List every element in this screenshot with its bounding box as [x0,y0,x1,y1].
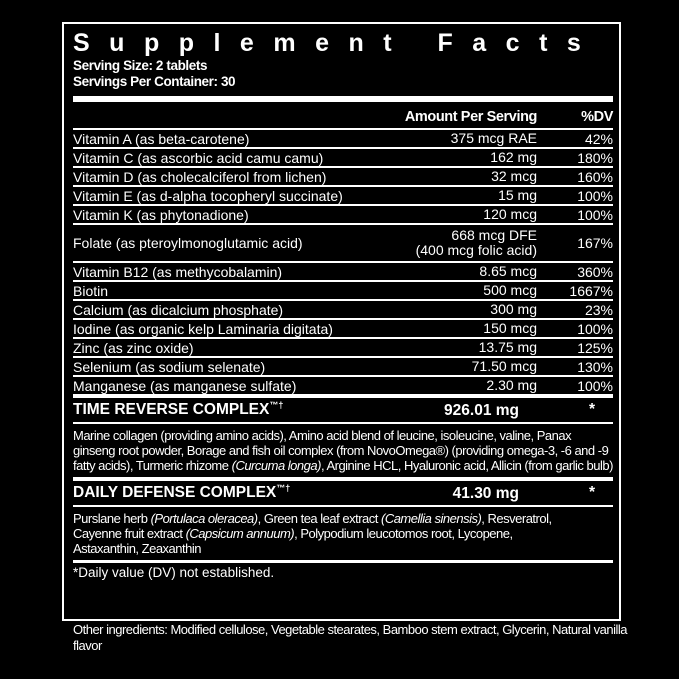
complex-name: DAILY DEFENSE COMPLEX [73,484,277,502]
nutrient-row: Vitamin K (as phytonadione) 120 mcg 100% [73,204,613,223]
nutrient-amount: 120 mcg [483,206,537,222]
complex-dv: * [588,484,595,501]
nutrient-dv: 160% [577,168,613,185]
nutrient-row: Calcium (as dicalcium phosphate) 300 mg 23… [73,299,613,318]
nutrient-dv: 100% [577,377,613,394]
nutrient-row: Vitamin D (as cholecalciferol from liche… [73,166,613,185]
nutrient-name: Vitamin D (as cholecalciferol from liche… [73,168,327,185]
nutrient-row: Biotin 500 mcg 1667% [73,280,613,299]
nutrient-amount: 13.75 mg [478,339,537,355]
time-reverse-ingredients: Marine collagen (providing amino acids),… [73,428,613,473]
divider [73,505,613,507]
daily-defense-ingredients: Purslane herb (Portulaca oleracea), Gree… [73,511,552,556]
nutrient-name: Vitamin A (as beta-carotene) [73,130,250,147]
nutrient-name: Biotin [73,282,109,299]
nutrient-row: Folate (as pteroylmonoglutamic acid) 668 … [73,223,613,261]
nutrient-row: Selenium (as sodium selenate) 71.50 mcg 13… [73,356,613,375]
trademark-mark: ™† [269,400,284,411]
complex-amount: 926.01 mg [444,401,519,419]
daily-defense-complex-row: DAILY DEFENSE COMPLEX™† 41.30 mg * [73,481,613,505]
divider [73,560,613,563]
nutrient-name: Vitamin B12 (as methycobalamin) [73,263,283,280]
panel-title: Supplement Facts [73,29,601,57]
nutrient-row: Vitamin E (as d-alpha tocopheryl succina… [73,185,613,204]
divider [73,477,613,481]
nutrient-row: Vitamin A (as beta-carotene) 375 mcg RAE 4… [73,128,613,147]
nutrient-amount: 668 mcg DFE (400 mcg folic acid) [415,227,537,258]
nutrient-row: Vitamin C (as ascorbic acid camu camu) 16… [73,147,613,166]
nutrient-name: Zinc (as zinc oxide) [73,339,194,356]
nutrient-amount: 162 mg [490,149,537,165]
nutrient-dv: 180% [577,149,613,166]
trademark-mark: ™† [276,483,291,494]
nutrient-amount: 32 mcg [491,168,537,184]
nutrient-row: Manganese (as manganese sulfate) 2.30 mg 1… [73,375,613,394]
dv-header: %DV [581,109,613,125]
nutrient-row: Zinc (as zinc oxide) 13.75 mg 125% [73,337,613,356]
nutrient-amount: 15 mg [498,187,537,203]
nutrient-name: Vitamin C (as ascorbic acid camu camu) [73,149,324,166]
nutrient-name: Iodine (as organic kelp Laminaria digita… [73,320,333,337]
serving-size: Serving Size: 2 tablets [73,58,208,73]
nutrient-dv: 1667% [569,282,613,299]
nutrient-dv: 167% [577,235,613,251]
amount-header: Amount Per Serving [404,108,538,125]
nutrient-dv: 100% [577,320,613,337]
nutrient-name: Vitamin K (as phytonadione) [73,206,249,223]
nutrient-name: Folate (as pteroylmonoglutamic acid) [73,235,303,251]
complex-dv: * [588,401,595,418]
nutrient-amount: 2.30 mg [486,377,537,393]
divider [73,96,613,102]
nutrient-row: Iodine (as organic kelp Laminaria digita… [73,318,613,337]
nutrient-dv: 42% [584,130,613,147]
nutrient-name: Calcium (as dicalcium phosphate) [73,301,284,318]
nutrient-dv: 360% [577,263,613,280]
nutrient-name: Manganese (as manganese sulfate) [73,377,297,394]
supplement-facts-panel: Supplement Facts Serving Size: 2 tablets… [62,22,621,621]
footnote: *Daily value (DV) not established. [73,565,275,580]
nutrient-dv: 23% [584,301,613,318]
nutrient-dv: 100% [577,187,613,204]
complex-name: TIME REVERSE COMPLEX [73,401,270,419]
nutrient-name: Selenium (as sodium selenate) [73,358,266,375]
complex-amount: 41.30 mg [452,484,519,502]
nutrient-amount: 300 mg [490,301,537,317]
nutrient-amount: 71.50 mcg [471,358,537,374]
nutrient-amount: 500 mcg [483,282,537,298]
divider [73,422,613,424]
nutrient-dv: 100% [577,206,613,223]
divider [73,394,613,398]
time-reverse-complex-row: TIME REVERSE COMPLEX™† 926.01 mg * [73,398,613,422]
column-header: Amount Per Serving %DV [73,106,614,128]
nutrient-amount: 150 mcg [483,320,537,336]
nutrient-amount: 375 mcg RAE [450,130,537,146]
nutrient-row: Vitamin B12 (as methycobalamin) 8.65 mcg 3… [73,261,613,280]
nutrient-name: Vitamin E (as d-alpha tocopheryl succina… [73,187,343,204]
other-ingredients: Other ingredients: Modified cellulose, V… [73,622,627,653]
nutrient-dv: 130% [577,358,613,375]
nutrient-dv: 125% [577,339,613,356]
servings-per-container: Servings Per Container: 30 [73,74,236,89]
nutrient-amount: 8.65 mcg [479,263,537,279]
